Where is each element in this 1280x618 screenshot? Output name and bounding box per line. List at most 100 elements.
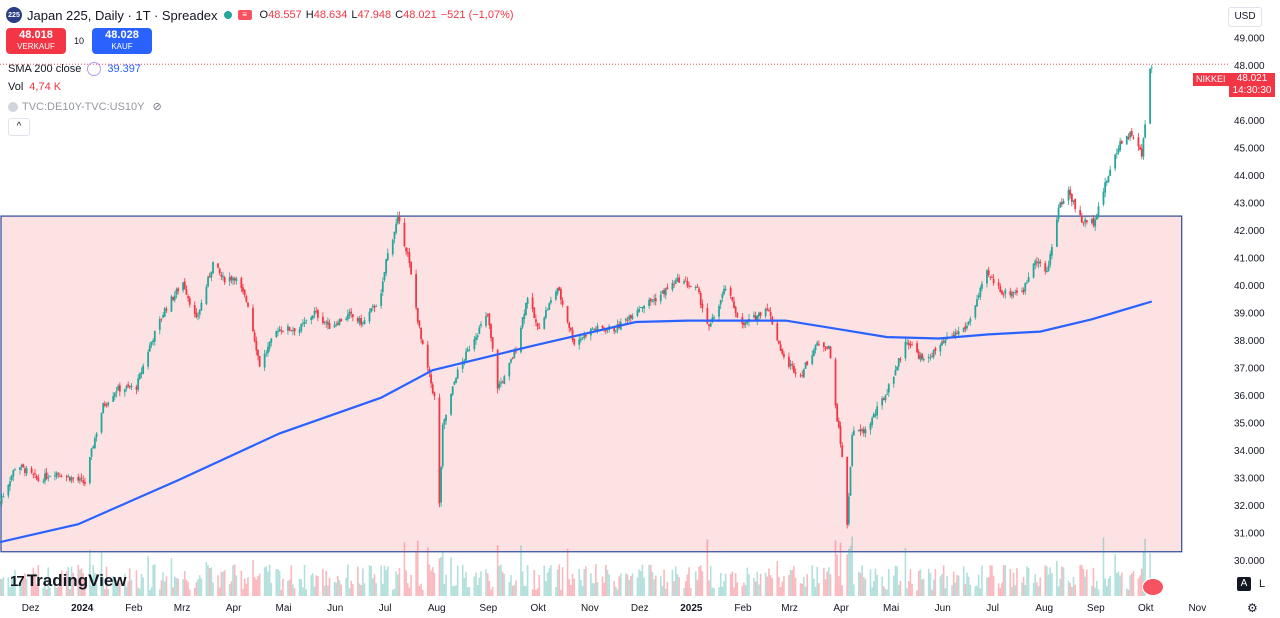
chart-settings-gear-icon[interactable]: ⚙ — [1247, 601, 1258, 615]
last-symbol-tag: NIKKEI — [1193, 73, 1229, 86]
volume-bar — [1026, 566, 1028, 596]
candle-body — [699, 293, 702, 305]
symbol-title[interactable]: Japan 225, Daily · 1T · Spreadex — [27, 7, 218, 23]
volume-bar — [573, 578, 576, 596]
volume-bar — [916, 589, 918, 596]
volume-bar — [426, 547, 429, 596]
sma-indicator[interactable]: SMA 200 close 39.397 — [8, 62, 141, 76]
symbol-badge-icon[interactable]: 225 — [6, 7, 22, 23]
candle-body — [864, 429, 867, 434]
x-tick-label: Nov — [581, 603, 599, 614]
volume-bar — [22, 578, 25, 596]
volume-bar — [130, 580, 133, 596]
volume-bar — [596, 582, 599, 596]
volume-bar — [450, 557, 452, 596]
candle-body — [899, 359, 902, 361]
volume-bar — [428, 564, 431, 596]
trade-panel: 48.018 VERKAUF 10 48.028 KAUF — [6, 28, 152, 54]
volume-bar — [253, 576, 256, 596]
volume-bar — [1061, 566, 1063, 596]
candle-body — [964, 326, 967, 329]
candle-body — [674, 280, 677, 284]
candle-body — [480, 324, 482, 326]
candle-body — [25, 468, 28, 474]
candle-body — [857, 430, 860, 431]
candle-body — [490, 324, 492, 339]
volume-bar — [882, 586, 885, 596]
volume-bar — [69, 589, 71, 596]
volume-bar — [54, 586, 56, 596]
candle-body — [1050, 246, 1053, 256]
candle-body — [882, 398, 885, 401]
candle-body — [992, 278, 995, 284]
hidden-eye-icon[interactable]: ⊘ — [152, 101, 162, 113]
currency-selector[interactable]: USD — [1228, 7, 1262, 27]
volume-bar — [1039, 577, 1042, 596]
collapse-legend-button[interactable]: ^ — [8, 118, 30, 136]
compare-indicator[interactable]: TVC:DE10Y-TVC:US10Y ⊘ — [8, 100, 162, 113]
volume-indicator[interactable]: Vol 4,74 K — [8, 81, 61, 93]
candle-body — [288, 327, 291, 331]
candle-body — [904, 341, 907, 359]
auto-scale-button[interactable]: A — [1237, 577, 1251, 591]
candle-body — [851, 435, 854, 466]
candle-body — [977, 295, 980, 298]
us-flag-event-icon[interactable] — [1142, 578, 1164, 596]
volume-bar — [989, 565, 992, 596]
candle-body — [333, 324, 336, 328]
volume-bar — [758, 584, 760, 596]
volume-bar — [1051, 573, 1053, 596]
candle-body — [581, 337, 584, 339]
volume-bar — [778, 577, 780, 596]
volume-bar — [1132, 570, 1135, 596]
candle-body — [916, 343, 918, 353]
candle-body — [1002, 294, 1005, 296]
buy-button[interactable]: 48.028 KAUF — [92, 28, 152, 54]
candle-body — [769, 311, 772, 316]
candle-body — [142, 365, 145, 374]
volume-bar — [70, 566, 73, 596]
candle-body — [14, 469, 16, 471]
volume-bar — [873, 581, 875, 596]
candle-body — [1095, 214, 1098, 220]
volume-bar — [1062, 567, 1065, 596]
volume-bar — [1081, 565, 1083, 596]
volume-bar — [523, 585, 526, 596]
market-flag-icon[interactable]: ≡ — [237, 10, 252, 20]
candle-body — [450, 393, 452, 415]
volume-bar — [1139, 575, 1141, 596]
candle-body — [513, 349, 516, 359]
candle-body — [1011, 292, 1013, 297]
sell-button[interactable]: 48.018 VERKAUF — [6, 28, 66, 54]
candle-body — [115, 391, 118, 393]
volume-bar — [779, 587, 782, 596]
candle-body — [328, 323, 331, 329]
candle-body — [395, 223, 398, 233]
volume-bar — [769, 575, 772, 596]
log-scale-button[interactable]: L — [1259, 578, 1266, 590]
candle-body — [956, 333, 958, 334]
candle-body — [105, 404, 108, 406]
volume-bar — [706, 539, 709, 596]
volume-bar — [545, 581, 547, 596]
candle-body — [921, 353, 923, 359]
volume-bar — [922, 578, 925, 596]
ohlc-key: C — [395, 9, 404, 21]
tradingview-logo[interactable]: 17 TradingView — [10, 571, 127, 591]
volume-bar — [433, 572, 436, 596]
volume-bar — [1067, 580, 1070, 596]
candle-body — [1062, 200, 1065, 204]
candle-body — [34, 473, 36, 475]
volume-bar — [135, 570, 138, 596]
volume-bar — [501, 571, 504, 596]
candle-body — [1021, 291, 1023, 293]
candle-body — [974, 305, 977, 318]
candle-body — [102, 403, 105, 413]
candle-body — [1027, 277, 1030, 282]
candle-body — [523, 313, 526, 319]
candle-body — [32, 473, 35, 475]
indicator-settings-icon[interactable] — [87, 62, 102, 76]
volume-bar — [270, 582, 273, 596]
candle-body — [230, 276, 233, 280]
